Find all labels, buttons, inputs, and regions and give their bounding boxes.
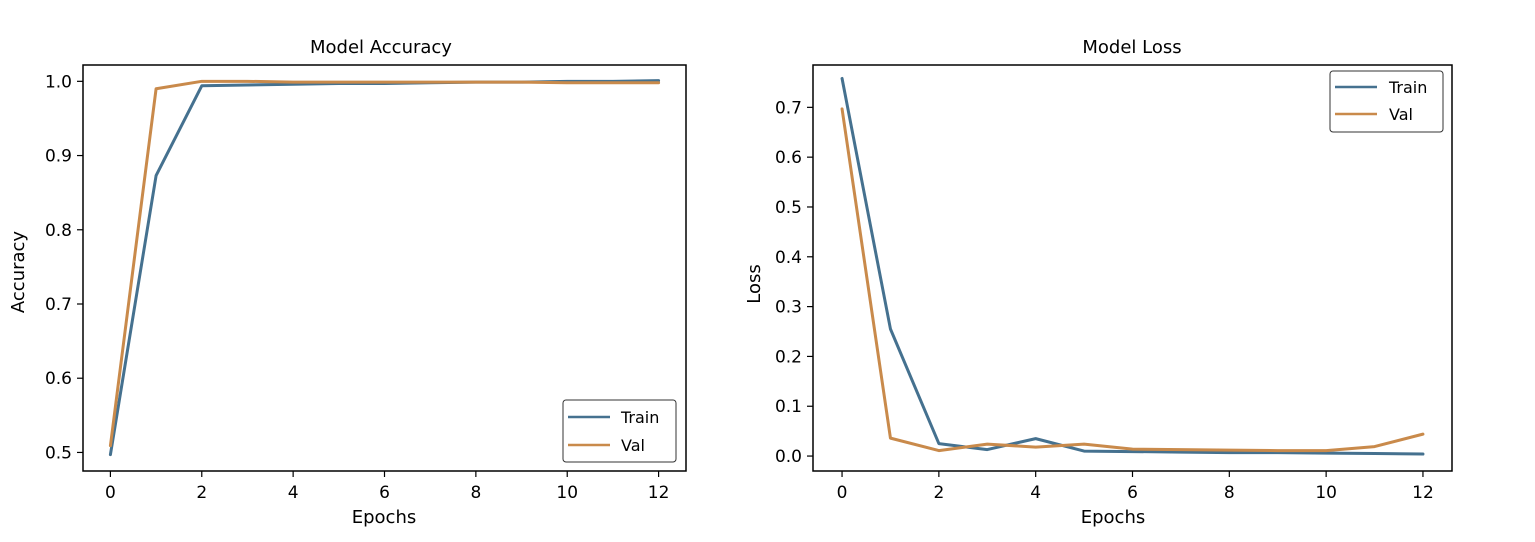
accuracy-x-tick-label: 6 [379, 483, 390, 503]
accuracy-chart: Model Accuracy Epochs Accuracy 0 2 4 6 8 10 12… [8, 37, 687, 528]
loss-legend-train-label: Train [1388, 78, 1427, 97]
loss-y-tick-label: 0.4 [775, 248, 802, 268]
accuracy-legend-box [562, 399, 677, 463]
loss-x-tick-label: 2 [933, 483, 944, 503]
accuracy-x-tick-label: 8 [470, 483, 481, 503]
accuracy-lines [108, 79, 661, 457]
loss-y-tick-label: 0.1 [775, 397, 802, 417]
accuracy-y-tick-label: 0.8 [45, 221, 72, 241]
loss-y-tick-label: 0.6 [775, 148, 802, 168]
loss-ticks: 0 2 4 6 8 10 12 0.0 0.1 0.2 0.3 0.4 0.5 0.6 0.7 [775, 98, 1434, 503]
accuracy-x-tick-label: 12 [648, 483, 670, 503]
loss-chart-title: Model Loss [1082, 37, 1181, 58]
loss-legend-val-label: Val [1389, 105, 1413, 124]
accuracy-x-tick-label: 10 [556, 483, 578, 503]
accuracy-y-tick-label: 0.9 [45, 147, 72, 167]
loss-y-tick-label: 0.2 [775, 347, 802, 367]
accuracy-train-line [108, 79, 661, 457]
accuracy-val-line [108, 79, 661, 448]
loss-chart: Model Loss Epochs Loss 0 2 4 6 8 10 12 0.0 0.1 0.… [744, 37, 1453, 528]
loss-x-tick-label: 6 [1127, 483, 1138, 503]
loss-val-line [840, 107, 1425, 453]
loss-x-axis-label: Epochs [1081, 507, 1146, 528]
accuracy-y-tick-label: 0.7 [45, 295, 72, 315]
loss-train-line [840, 76, 1425, 456]
accuracy-x-tick-label: 4 [288, 483, 299, 503]
accuracy-y-tick-label: 0.6 [45, 369, 72, 389]
loss-lines [840, 76, 1425, 456]
loss-x-tick-label: 10 [1315, 483, 1337, 503]
loss-x-tick-label: 4 [1030, 483, 1041, 503]
loss-y-tick-label: 0.0 [775, 447, 802, 467]
loss-y-tick-label: 0.3 [775, 298, 802, 318]
accuracy-legend-val-label: Val [621, 436, 645, 455]
accuracy-ticks: 0 2 4 6 8 10 12 0.5 0.6 0.7 0.8 0.9 1.0 [45, 72, 669, 503]
accuracy-x-tick-label: 0 [105, 483, 116, 503]
loss-x-tick-label: 0 [837, 483, 848, 503]
accuracy-legend: Train Val [562, 399, 677, 463]
accuracy-y-tick-label: 0.5 [45, 443, 72, 463]
loss-y-tick-label: 0.7 [775, 98, 802, 118]
accuracy-x-axis-label: Epochs [352, 507, 417, 528]
accuracy-legend-train-label: Train [620, 408, 659, 427]
loss-y-tick-label: 0.5 [775, 198, 802, 218]
accuracy-y-tick-label: 1.0 [45, 72, 72, 92]
accuracy-y-axis-label: Accuracy [8, 231, 29, 314]
loss-y-axis-label: Loss [744, 264, 765, 303]
accuracy-chart-title: Model Accuracy [310, 37, 452, 58]
accuracy-x-tick-label: 2 [196, 483, 207, 503]
loss-x-tick-label: 12 [1412, 483, 1434, 503]
loss-legend: Train Val [1329, 70, 1444, 133]
loss-x-tick-label: 8 [1224, 483, 1235, 503]
